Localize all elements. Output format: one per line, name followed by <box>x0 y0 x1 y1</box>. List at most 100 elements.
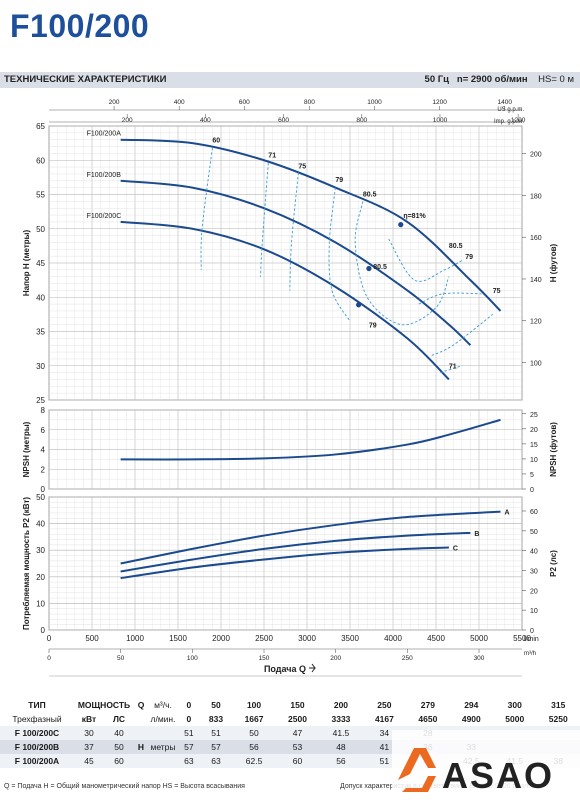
best-efficiency-point <box>398 222 404 228</box>
y-right-tick-label: 0 <box>530 628 534 635</box>
th-kw: кВт <box>81 714 97 724</box>
curve-f100-200b <box>120 179 472 346</box>
efficiency-line <box>354 201 450 326</box>
h-cell: 50 <box>249 728 259 738</box>
q-m3h-cell: 150 <box>290 700 305 710</box>
x-tick-label: 4500 <box>427 634 445 643</box>
th-sub-type: Трехфазный <box>12 714 62 724</box>
q-lmin-cell: 833 <box>208 714 224 724</box>
q-m3h-cell: 0 <box>186 700 192 710</box>
h-unit <box>148 754 178 768</box>
q-lmin-cell: 3333 <box>331 714 351 724</box>
series-label: B <box>474 531 479 538</box>
h-cell: 60 <box>292 756 303 766</box>
y-tick-label: 40 <box>36 520 45 529</box>
y-tick-label: 50 <box>36 493 45 502</box>
h-label: H <box>137 742 145 752</box>
footer-legend: Q = Подача H = Общий манометрический нап… <box>4 783 245 790</box>
th-power: МОЩНОСТЬ <box>77 700 131 710</box>
x-axis-label: Подача Q <box>264 664 306 674</box>
efficiency-label: 79 <box>369 322 377 329</box>
usgpm-unit: US g.p.m. <box>497 107 524 113</box>
asao-logo: ASAO <box>392 730 580 800</box>
h-cell: 63 <box>184 756 194 766</box>
row-type: F 100/200B <box>14 742 60 752</box>
y-tick-label: 65 <box>36 122 45 131</box>
spec-hs: HS= 0 м <box>538 74 574 85</box>
efficiency-line <box>388 238 464 282</box>
y-axis-label: Потребляемая мощность P2 (кВт) <box>22 497 31 630</box>
q-m3h-cell: 315 <box>551 700 566 710</box>
q-m3h-cell: 200 <box>333 700 349 710</box>
h-label <box>134 754 148 768</box>
impgpm-tick-label: 1200 <box>511 117 526 124</box>
x-tick-label: 1000 <box>126 634 144 643</box>
best-efficiency-point <box>356 302 362 308</box>
th-type: ТИП <box>28 700 46 710</box>
efficiency-label: 75 <box>298 163 306 170</box>
y-tick-label: 35 <box>36 328 45 337</box>
y-right-tick-label: 40 <box>530 549 538 556</box>
curve-f100-200a <box>120 138 502 312</box>
m3h-tick-label: 0 <box>47 655 51 662</box>
m3h-tick-label: 50 <box>117 655 125 662</box>
y-axis-label: NPSH (метры) <box>22 421 31 477</box>
x-tick-label: 5500 <box>513 634 531 643</box>
efficiency-line <box>418 292 482 305</box>
y-tick-label: 4 <box>41 446 46 455</box>
y-right-tick-label: 30 <box>530 568 538 575</box>
usgpm-tick-label: 800 <box>304 99 315 106</box>
q-m3h-cell: 100 <box>246 700 262 710</box>
curve-a <box>120 510 501 565</box>
y-axis-right-label: H (футов) <box>549 243 558 282</box>
efficiency-line <box>289 172 299 291</box>
h-cell: 51 <box>184 728 194 738</box>
row-hp: 60 <box>114 756 124 766</box>
impgpm-tick-label: 800 <box>356 117 367 124</box>
q-lmin-cell: 5250 <box>548 714 568 724</box>
x-tick-label: 3000 <box>298 634 316 643</box>
h-cell: 47 <box>292 728 303 738</box>
h-cell: 48 <box>336 742 346 752</box>
y-tick-label: 8 <box>41 406 46 415</box>
row-kw: 45 <box>84 756 94 766</box>
h-cell: 41.5 <box>332 728 350 738</box>
th-hp: ЛС <box>112 714 126 724</box>
m3h-tick-label: 300 <box>474 655 485 662</box>
usgpm-tick-label: 400 <box>174 99 185 106</box>
impgpm-tick-label: 600 <box>278 117 289 124</box>
curve-npsh <box>120 418 501 461</box>
x-tick-label: 4000 <box>384 634 402 643</box>
h-label <box>134 726 148 740</box>
y-right-tick-label: 120 <box>530 319 542 326</box>
q-m3h-cell: 250 <box>377 700 392 710</box>
arrow-right-icon <box>309 663 316 673</box>
efficiency-label: 80.5 <box>373 264 387 271</box>
q-m3h-cell: 300 <box>507 700 522 710</box>
y-right-tick-label: 15 <box>530 442 538 449</box>
q-lmin-cell: 4650 <box>418 714 438 724</box>
efficiency-label: 71 <box>449 363 457 370</box>
y-tick-label: 45 <box>36 259 45 268</box>
x-tick-label: 2500 <box>255 634 273 643</box>
h-unit: метры <box>150 742 176 752</box>
h-cell: 57 <box>211 742 221 752</box>
y-tick-label: 60 <box>36 156 45 165</box>
y-right-tick-label: 20 <box>530 427 538 434</box>
h-cell: 53 <box>292 742 303 752</box>
efficiency-label: 60 <box>212 137 220 144</box>
usgpm-tick-label: 1400 <box>497 99 512 106</box>
series-label: F100/200A <box>87 131 122 138</box>
h-cell: 41 <box>379 742 390 752</box>
y-tick-label: 2 <box>41 465 46 474</box>
y-right-tick-label: 20 <box>530 588 538 595</box>
spec-label: ТЕХНИЧЕСКИЕ ХАРАКТЕРИСТИКИ <box>4 74 167 85</box>
efficiency-label: η=81% <box>403 213 426 220</box>
x-tick-label: 500 <box>85 634 99 643</box>
y-tick-label: 10 <box>36 599 45 608</box>
m3h-tick-label: 100 <box>187 655 198 662</box>
h-cell: 56 <box>336 756 346 766</box>
series-label: F100/200C <box>87 213 122 220</box>
usgpm-tick-label: 1000 <box>367 99 382 106</box>
